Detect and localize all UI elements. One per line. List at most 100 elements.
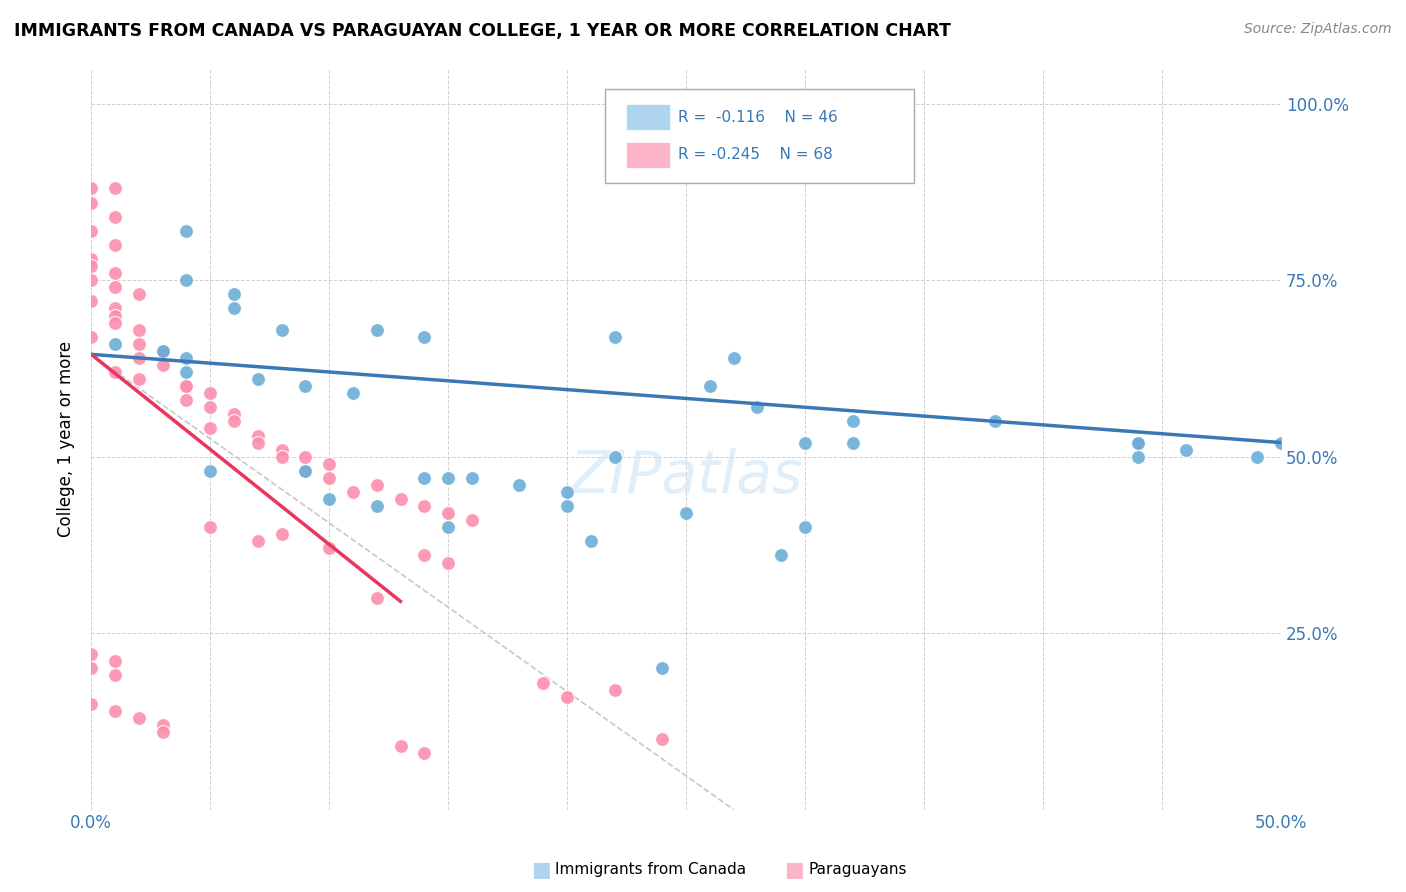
Point [246,428,269,442]
Point [1128,435,1150,450]
Text: ZIPatlas: ZIPatlas [569,448,803,505]
Point [80,329,103,343]
Point [461,513,484,527]
Point [389,739,412,753]
Point [104,301,127,316]
Point [651,731,673,746]
Point [651,661,673,675]
Point [603,682,626,697]
Point [176,393,198,408]
Point [222,407,245,421]
Point [1128,450,1150,464]
Point [222,287,245,301]
Point [508,478,530,492]
Point [152,358,174,372]
Text: R =  -0.116    N = 46: R = -0.116 N = 46 [678,110,838,125]
Point [984,414,1007,428]
Point [294,464,316,478]
Point [270,527,292,541]
Point [294,464,316,478]
Point [770,549,793,563]
Point [841,435,863,450]
Point [80,294,103,309]
Point [579,534,602,549]
Point [152,343,174,358]
Point [104,668,127,682]
Point [104,316,127,330]
Point [80,224,103,238]
Point [80,697,103,711]
Point [555,485,578,500]
Point [389,491,412,506]
Point [318,471,340,485]
Point [294,450,316,464]
Point [104,238,127,252]
Point [1270,435,1292,450]
Point [794,520,817,534]
Text: Paraguayans: Paraguayans [808,863,907,877]
Point [603,329,626,343]
Point [80,661,103,675]
Point [222,301,245,316]
Point [80,259,103,273]
Point [270,442,292,457]
Point [675,506,697,520]
Point [104,654,127,668]
Point [603,450,626,464]
Point [437,556,460,570]
Point [198,421,221,435]
Point [723,351,745,365]
Point [413,471,436,485]
Point [198,520,221,534]
Point [246,435,269,450]
Point [366,591,388,605]
Point [128,323,150,337]
Point [176,351,198,365]
Point [80,273,103,287]
Point [555,690,578,704]
Point [104,181,127,195]
Point [198,401,221,415]
Point [104,704,127,718]
Point [80,647,103,661]
Point [176,365,198,379]
Point [198,464,221,478]
Point [342,386,364,401]
Point [104,280,127,294]
Point [294,379,316,393]
Point [222,414,245,428]
Point [366,499,388,513]
Point [318,541,340,556]
Point [1246,450,1268,464]
Point [794,435,817,450]
Point [176,273,198,287]
Point [128,287,150,301]
Point [176,379,198,393]
Point [699,379,721,393]
Point [366,323,388,337]
Point [152,725,174,739]
Point [461,471,484,485]
Point [413,329,436,343]
Point [747,401,769,415]
Point [270,323,292,337]
Point [342,485,364,500]
Text: Immigrants from Canada: Immigrants from Canada [555,863,747,877]
Point [531,675,554,690]
Point [104,365,127,379]
Y-axis label: College, 1 year or more: College, 1 year or more [58,341,75,537]
Point [413,746,436,760]
Point [413,499,436,513]
Point [841,414,863,428]
Point [437,520,460,534]
Text: R = -0.245    N = 68: R = -0.245 N = 68 [678,147,832,162]
Point [104,210,127,224]
Point [437,506,460,520]
Point [128,372,150,386]
Point [366,478,388,492]
Point [80,181,103,195]
Text: ■: ■ [785,860,804,880]
Point [246,372,269,386]
Point [128,336,150,351]
Text: ■: ■ [531,860,551,880]
